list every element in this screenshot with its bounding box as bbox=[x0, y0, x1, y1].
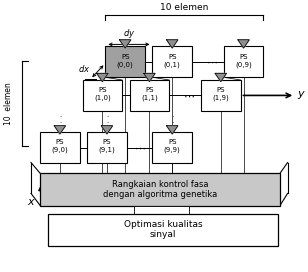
Polygon shape bbox=[238, 40, 249, 48]
Text: $dx$: $dx$ bbox=[78, 63, 90, 74]
Text: $y$: $y$ bbox=[297, 89, 306, 101]
Text: PS
(9,1): PS (9,1) bbox=[99, 140, 115, 153]
Text: PS
(0,1): PS (0,1) bbox=[164, 54, 180, 67]
Text: $x$: $x$ bbox=[26, 197, 35, 208]
Text: PS
(0,9): PS (0,9) bbox=[235, 54, 252, 67]
Bar bbox=[134, 206, 189, 216]
Text: Rangkaian kontrol fasa
dengan algoritma genetika: Rangkaian kontrol fasa dengan algoritma … bbox=[103, 180, 217, 199]
Polygon shape bbox=[144, 73, 155, 82]
Polygon shape bbox=[120, 40, 131, 48]
Text: .
.
.: . . . bbox=[106, 112, 108, 130]
Text: $\cdots$: $\cdots$ bbox=[206, 57, 218, 67]
Polygon shape bbox=[101, 126, 113, 134]
Text: Optimasi kualitas
sinyal: Optimasi kualitas sinyal bbox=[124, 220, 202, 239]
Bar bbox=[105, 47, 145, 77]
Bar bbox=[224, 47, 263, 77]
Text: PS
(1,1): PS (1,1) bbox=[141, 87, 158, 101]
Bar bbox=[87, 132, 127, 163]
Text: .
.
.: . . . bbox=[171, 112, 173, 130]
Text: PS
(9,0): PS (9,0) bbox=[51, 140, 68, 153]
Polygon shape bbox=[54, 126, 66, 134]
Bar bbox=[83, 80, 122, 111]
Bar bbox=[40, 132, 80, 163]
Polygon shape bbox=[167, 126, 178, 134]
Text: PS
(0,0): PS (0,0) bbox=[117, 54, 134, 67]
Text: .
.
.: . . . bbox=[59, 112, 61, 130]
Text: 10 elemen: 10 elemen bbox=[160, 3, 209, 12]
Bar bbox=[152, 47, 192, 77]
Bar bbox=[152, 132, 192, 163]
Bar bbox=[201, 80, 241, 111]
Bar bbox=[48, 214, 278, 246]
Text: $\cdots$: $\cdots$ bbox=[134, 143, 146, 153]
Text: $dy$: $dy$ bbox=[123, 27, 135, 39]
Text: 10  elemen: 10 elemen bbox=[4, 82, 13, 125]
Polygon shape bbox=[167, 40, 178, 48]
Text: PS
(9,9): PS (9,9) bbox=[164, 140, 180, 153]
Bar bbox=[40, 173, 280, 206]
Text: PS
(1,9): PS (1,9) bbox=[213, 87, 229, 101]
Bar bbox=[130, 80, 169, 111]
Text: PS
(1,0): PS (1,0) bbox=[94, 87, 111, 101]
Polygon shape bbox=[97, 73, 108, 82]
Text: $\cdots$: $\cdots$ bbox=[183, 90, 195, 100]
Polygon shape bbox=[215, 73, 226, 82]
